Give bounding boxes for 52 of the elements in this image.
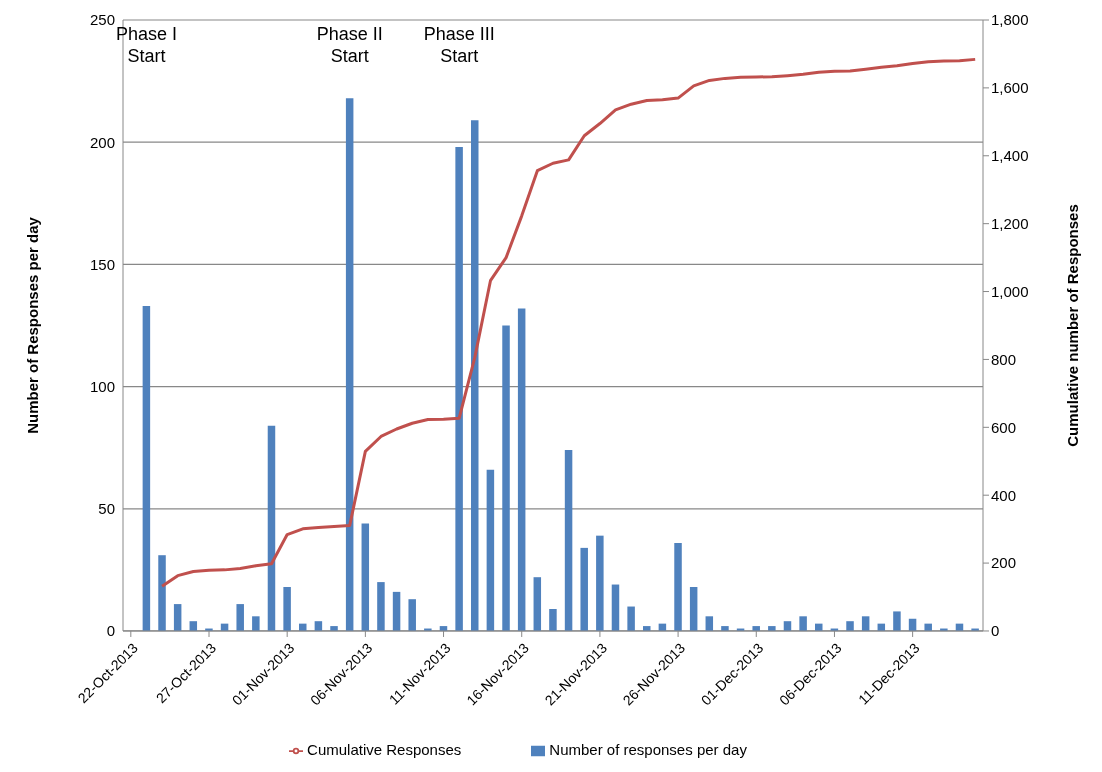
y2-tick-label: 800 [991,350,1017,368]
annotation: Phase I Start [115,24,177,66]
y-tick-label: 250 [89,11,115,29]
bar [408,599,416,631]
y2-tick-label: 1,400 [991,147,1029,165]
bar [549,608,557,631]
bar [455,147,463,631]
y-tick-label: 150 [89,255,115,273]
annotation: Phase III Start [423,24,495,66]
y-tick-label: 0 [106,622,115,640]
bar [580,547,588,631]
bar [893,611,901,631]
bar [611,584,620,631]
bar [486,469,495,631]
y2-tick-label: 1,600 [991,79,1029,97]
bar [173,604,182,631]
bar [236,604,244,631]
bar [392,591,401,631]
legend-label: Cumulative Responses [307,740,462,758]
bar [267,425,276,631]
bar [689,586,698,631]
bar [596,535,604,631]
bar [252,616,260,631]
y-tick-label: 50 [98,500,115,518]
bar [345,98,354,631]
y2-tick-label: 0 [991,622,1000,640]
bar [533,577,542,631]
bar [142,305,151,631]
y2-tick-label: 1,200 [991,214,1029,232]
bar [283,586,291,631]
y2-tick-label: 1,000 [991,282,1029,300]
bar [846,621,854,631]
bar [502,325,510,631]
annotation: Phase II Start [316,24,383,66]
y-tick-label: 200 [89,133,115,151]
y2-axis-title: Cumulative number of Responses [1064,204,1082,447]
y2-tick-label: 600 [991,418,1017,436]
bar [564,450,573,631]
bar [471,120,479,631]
bar [674,542,682,631]
bar [158,555,166,631]
y2-tick-label: 1,800 [991,11,1029,29]
y-tick-label: 100 [89,377,115,395]
bar [361,523,370,631]
legend-label: Number of responses per day [549,740,747,758]
y2-tick-label: 400 [991,486,1017,504]
bar [799,616,807,631]
bar [377,582,385,631]
bar [627,606,635,631]
y-axis-title: Number of Responses per day [24,216,42,434]
bar [517,308,526,631]
y2-tick-label: 200 [991,554,1017,572]
